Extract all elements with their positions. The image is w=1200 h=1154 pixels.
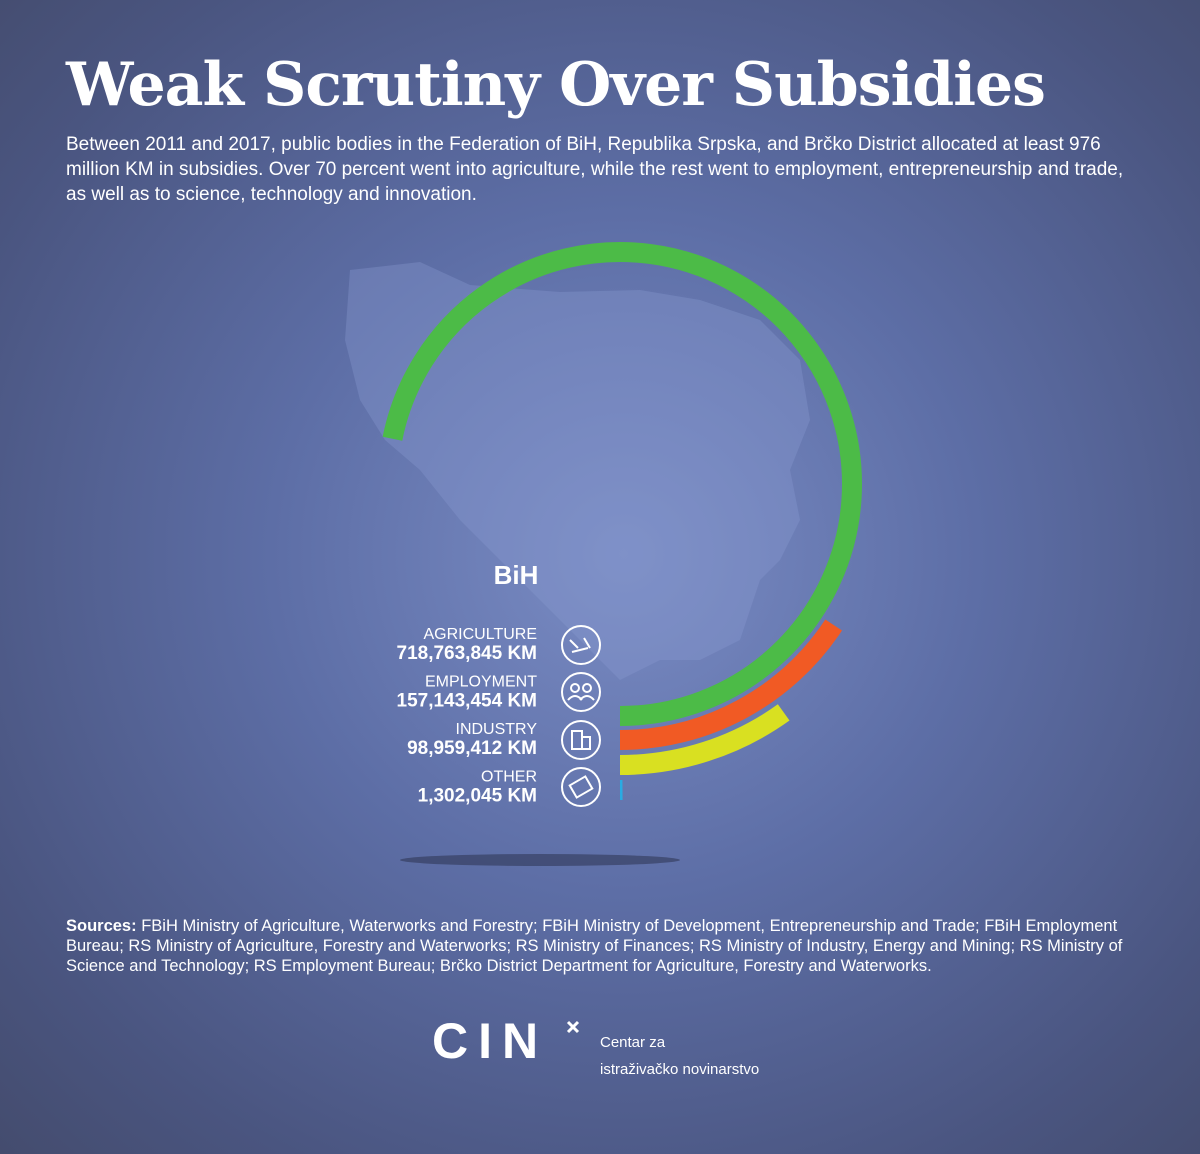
logo-mark	[566, 1020, 580, 1034]
industry-icon	[561, 720, 601, 760]
description: Between 2011 and 2017, public bodies in …	[66, 134, 1124, 205]
category-label: EMPLOYMENT	[425, 674, 537, 691]
value-label: 98,959,412 KM	[407, 738, 537, 759]
value-label: 1,302,045 KM	[418, 786, 537, 807]
map-silhouette	[345, 262, 810, 680]
tagline: istraživačko novinarstvo	[600, 1061, 759, 1078]
radial-bar	[382, 242, 862, 726]
other-icon	[561, 767, 601, 807]
title: Weak Scrutiny Over Subsidies	[66, 50, 1046, 120]
icons	[561, 625, 601, 807]
chart-title: BiH	[494, 560, 539, 590]
logo: CIN	[432, 1013, 548, 1069]
tagline: Centar za	[600, 1034, 666, 1051]
category-label: AGRICULTURE	[424, 626, 538, 643]
category-label: INDUSTRY	[456, 721, 538, 738]
sources: Sources: FBiH Ministry of Agriculture, W…	[66, 916, 1146, 976]
category-label: OTHER	[481, 769, 537, 786]
agriculture-icon	[561, 625, 601, 665]
shadow	[400, 854, 680, 866]
sources-label: Sources:	[66, 917, 137, 935]
radial-bar	[619, 704, 790, 775]
sources-text: FBiH Ministry of Agriculture, Waterworks…	[66, 917, 1123, 975]
radial-bar	[619, 619, 842, 750]
value-label: 157,143,454 KM	[397, 691, 538, 712]
value-label: 718,763,845 KM	[397, 643, 538, 664]
employment-icon	[561, 672, 601, 712]
